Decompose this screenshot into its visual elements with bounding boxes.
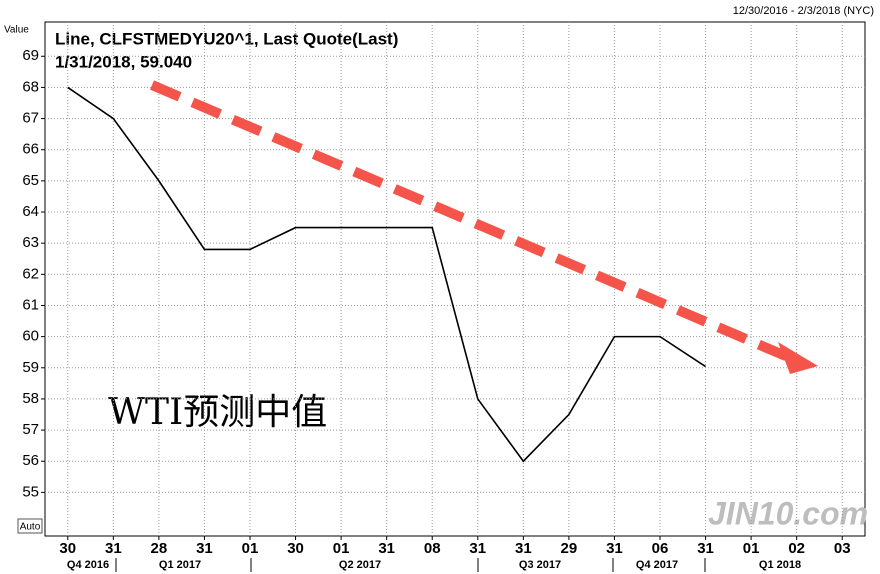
quarter-label: Q1 2017 xyxy=(159,559,201,571)
chart-title: Line, CLFSTMEDYU20^1, Last Quote(Last) xyxy=(55,29,398,48)
trend-arrow xyxy=(150,80,797,365)
auto-button-label[interactable]: Auto xyxy=(20,522,41,533)
y-tick-label: 60 xyxy=(22,328,39,345)
x-tick-label: 31 xyxy=(606,540,623,557)
y-tick-label: 55 xyxy=(22,483,39,500)
x-tick-label: 31 xyxy=(378,540,395,557)
y-tick-label: 67 xyxy=(22,110,39,127)
x-tick-label: 31 xyxy=(469,540,486,557)
y-tick-label: 61 xyxy=(22,296,39,313)
quarter-label: Q4 2017 xyxy=(636,559,678,571)
x-tick-label: 06 xyxy=(652,540,669,557)
y-axis-label: Value xyxy=(4,25,29,36)
x-tick-label: 29 xyxy=(561,540,578,557)
y-tick-label: 68 xyxy=(22,78,39,95)
plot-area xyxy=(44,21,866,537)
quarter-label: Q2 2017 xyxy=(339,559,381,571)
x-tick-label: 01 xyxy=(743,540,760,557)
y-tick-label: 64 xyxy=(22,203,39,220)
x-tick-label: 31 xyxy=(105,540,122,557)
trend-arrow-head xyxy=(778,342,818,374)
y-tick-label: 62 xyxy=(22,265,39,282)
quarter-label: Q4 2016 xyxy=(67,559,109,571)
y-tick-label: 59 xyxy=(22,359,39,376)
x-tick-label: 08 xyxy=(424,540,441,557)
y-tick-label: 69 xyxy=(22,47,39,64)
x-tick-label: 31 xyxy=(196,540,213,557)
auto-button[interactable] xyxy=(17,518,43,534)
annotation: WTI预测中值 xyxy=(108,392,327,433)
x-tick-label: 28 xyxy=(151,540,168,557)
y-tick-label: 56 xyxy=(22,452,39,469)
date-range: 12/30/2016 - 2/3/2018 (NYC) xyxy=(733,5,874,17)
y-tick-label: 66 xyxy=(22,141,39,158)
x-tick-label: 01 xyxy=(242,540,259,557)
chart-subtitle: 1/31/2018, 59.040 xyxy=(55,52,192,71)
y-tick-label: 63 xyxy=(22,234,39,251)
x-tick-label: 31 xyxy=(515,540,532,557)
x-tick-label: 01 xyxy=(333,540,350,557)
y-tick-label: 57 xyxy=(22,421,39,438)
data-line xyxy=(67,86,706,463)
x-tick-label: 30 xyxy=(287,540,304,557)
y-tick-label: 58 xyxy=(22,390,39,407)
x-tick-label: 31 xyxy=(697,540,714,557)
quarter-label: Q1 2018 xyxy=(759,559,801,571)
y-tick-label: 65 xyxy=(22,172,39,189)
x-tick-label: 30 xyxy=(59,540,76,557)
quarter-label: Q3 2017 xyxy=(519,559,561,571)
x-tick-label: 02 xyxy=(788,540,805,557)
x-tick-label: 03 xyxy=(834,540,851,557)
watermark: JIN10.com xyxy=(708,495,868,531)
